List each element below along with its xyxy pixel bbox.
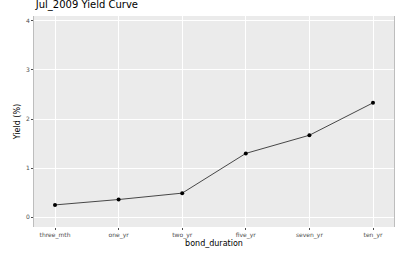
svg-text:three_mth: three_mth <box>40 231 71 239</box>
svg-text:3: 3 <box>26 66 30 73</box>
svg-text:4: 4 <box>26 17 30 24</box>
svg-text:1: 1 <box>26 164 30 171</box>
svg-text:Yield (%): Yield (%) <box>13 104 22 140</box>
svg-text:two_yr: two_yr <box>172 231 192 239</box>
svg-text:0: 0 <box>26 213 30 220</box>
svg-text:2: 2 <box>26 115 30 122</box>
svg-text:one_yr: one_yr <box>109 231 130 239</box>
svg-text:seven_yr: seven_yr <box>296 231 323 239</box>
svg-text:Jul_2009 Yield Curve: Jul_2009 Yield Curve <box>35 0 138 11</box>
svg-text:ten_yr: ten_yr <box>364 231 383 239</box>
svg-text:five_yr: five_yr <box>236 231 257 239</box>
svg-text:bond_duration: bond_duration <box>185 239 243 248</box>
